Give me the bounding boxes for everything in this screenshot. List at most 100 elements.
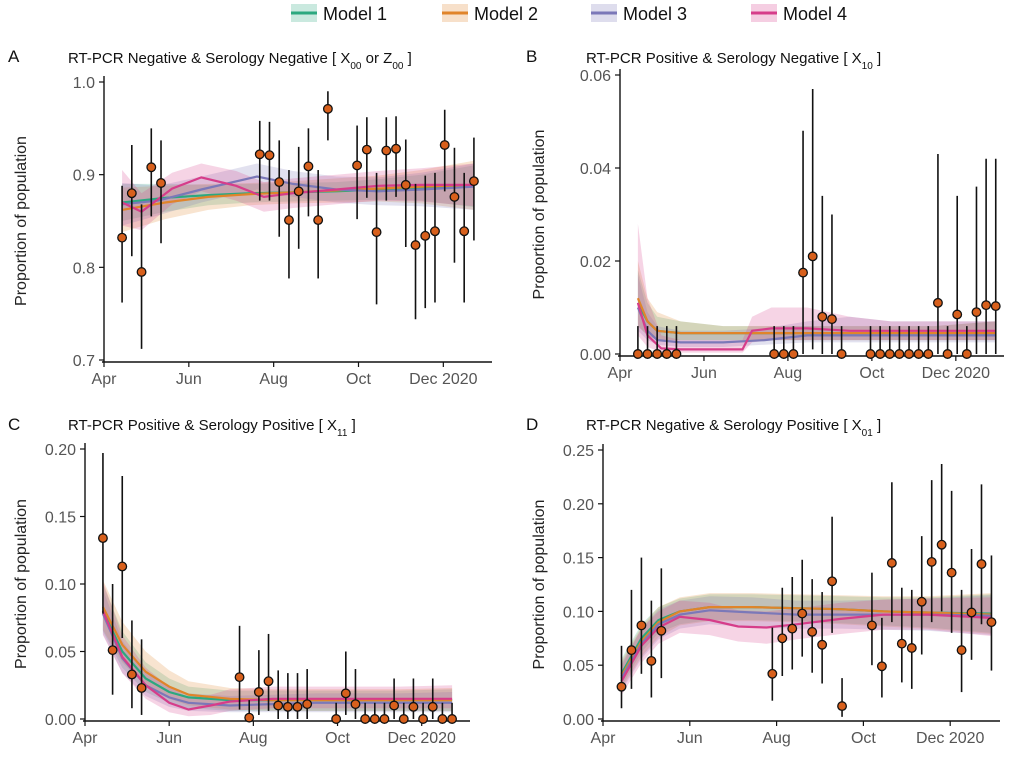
data-point xyxy=(360,714,371,724)
y-axis-title: Proportion of population xyxy=(531,500,548,670)
legend-label: Model 4 xyxy=(783,4,847,24)
data-point xyxy=(439,140,450,150)
data-point xyxy=(626,645,637,656)
x-tick-label: Dec 2020 xyxy=(409,371,478,388)
data-point xyxy=(769,349,780,359)
data-point xyxy=(253,687,264,697)
data-point xyxy=(274,177,285,188)
data-point xyxy=(981,300,992,311)
data-point xyxy=(427,701,438,712)
y-tick-label: 0.20 xyxy=(563,497,594,514)
y-tick-label: 0.02 xyxy=(580,254,611,271)
panel-a: A RT-PCR Negative & Serology Negative [ X… xyxy=(8,47,492,388)
data-point xyxy=(340,688,351,699)
data-point xyxy=(331,714,342,724)
model-ribbon xyxy=(637,223,996,353)
data-point xyxy=(932,297,943,308)
data-point xyxy=(302,699,313,710)
y-tick-label: 0.7 xyxy=(73,353,95,370)
model-ribbon xyxy=(621,595,992,691)
data-point xyxy=(778,349,789,359)
data-point xyxy=(292,701,303,712)
data-point xyxy=(273,700,284,711)
data-point xyxy=(244,712,255,723)
data-point xyxy=(807,626,818,637)
legend: Model 1 Model 2 Model 3 Model 4 xyxy=(291,4,847,24)
data-point xyxy=(254,149,265,160)
x-tick-label: Aug xyxy=(762,730,790,747)
data-point xyxy=(952,309,963,320)
data-point xyxy=(906,643,917,653)
data-point xyxy=(986,617,997,628)
data-point xyxy=(886,558,897,568)
data-point xyxy=(293,186,304,197)
data-point xyxy=(616,681,627,692)
x-tick-label: Oct xyxy=(346,371,371,388)
model-ribbon xyxy=(621,593,992,689)
y-tick-label: 0.00 xyxy=(45,712,76,729)
data-point xyxy=(418,714,429,724)
x-tick-label: Apr xyxy=(591,730,617,747)
x-tick-label: Dec 2020 xyxy=(922,365,991,382)
data-point xyxy=(956,645,967,656)
data-point xyxy=(976,559,987,570)
data-point xyxy=(420,230,431,241)
data-point xyxy=(827,576,838,587)
data-point xyxy=(837,701,848,712)
data-point xyxy=(234,672,245,683)
model-line xyxy=(636,297,996,335)
data-point xyxy=(350,699,361,710)
legend-item: Model 4 xyxy=(751,4,847,24)
legend-label: Model 2 xyxy=(474,4,538,24)
x-tick-label: Dec 2020 xyxy=(916,730,985,747)
data-point xyxy=(117,561,128,572)
data-point xyxy=(936,539,947,550)
data-point xyxy=(656,625,667,636)
data-point xyxy=(990,301,1001,312)
data-point xyxy=(642,349,653,359)
x-tick-label: Oct xyxy=(325,730,350,747)
data-point xyxy=(894,349,905,359)
data-point xyxy=(798,267,809,278)
data-point xyxy=(126,669,137,680)
data-point xyxy=(136,267,147,277)
x-tick-label: Jun xyxy=(156,730,182,747)
panel-title: RT-PCR Negative & Serology Negative [ X0… xyxy=(68,50,412,72)
panel-letter: A xyxy=(8,47,20,66)
panel-d: D RT-PCR Negative & Serology Positive [ X… xyxy=(526,415,1000,747)
data-point xyxy=(942,349,953,359)
model-line xyxy=(636,307,996,344)
data-point xyxy=(408,701,419,712)
data-point xyxy=(788,349,799,359)
data-point xyxy=(807,251,818,262)
data-point xyxy=(876,661,887,672)
data-point xyxy=(369,714,380,724)
y-tick-label: 0.00 xyxy=(580,347,611,364)
data-point xyxy=(264,150,275,161)
legend-item: Model 1 xyxy=(291,4,387,24)
data-point xyxy=(303,161,314,172)
model-line xyxy=(620,613,992,682)
data-point xyxy=(875,349,886,359)
data-point xyxy=(400,179,411,190)
data-point xyxy=(777,633,788,644)
data-point xyxy=(896,638,907,649)
model-line xyxy=(636,302,996,351)
x-tick-label: Dec 2020 xyxy=(387,730,456,747)
data-point xyxy=(946,567,957,578)
y-tick-label: 0.25 xyxy=(563,443,594,460)
y-tick-label: 0.00 xyxy=(563,712,594,729)
data-point xyxy=(671,349,682,359)
model-line xyxy=(101,606,453,702)
data-point xyxy=(379,714,390,724)
data-point xyxy=(866,620,877,631)
data-point xyxy=(827,314,837,325)
data-point xyxy=(282,701,293,712)
data-point xyxy=(961,349,972,359)
data-point xyxy=(398,714,409,724)
data-point xyxy=(923,349,934,359)
data-point xyxy=(966,607,977,618)
x-tick-label: Aug xyxy=(239,730,267,747)
data-point xyxy=(263,676,274,687)
